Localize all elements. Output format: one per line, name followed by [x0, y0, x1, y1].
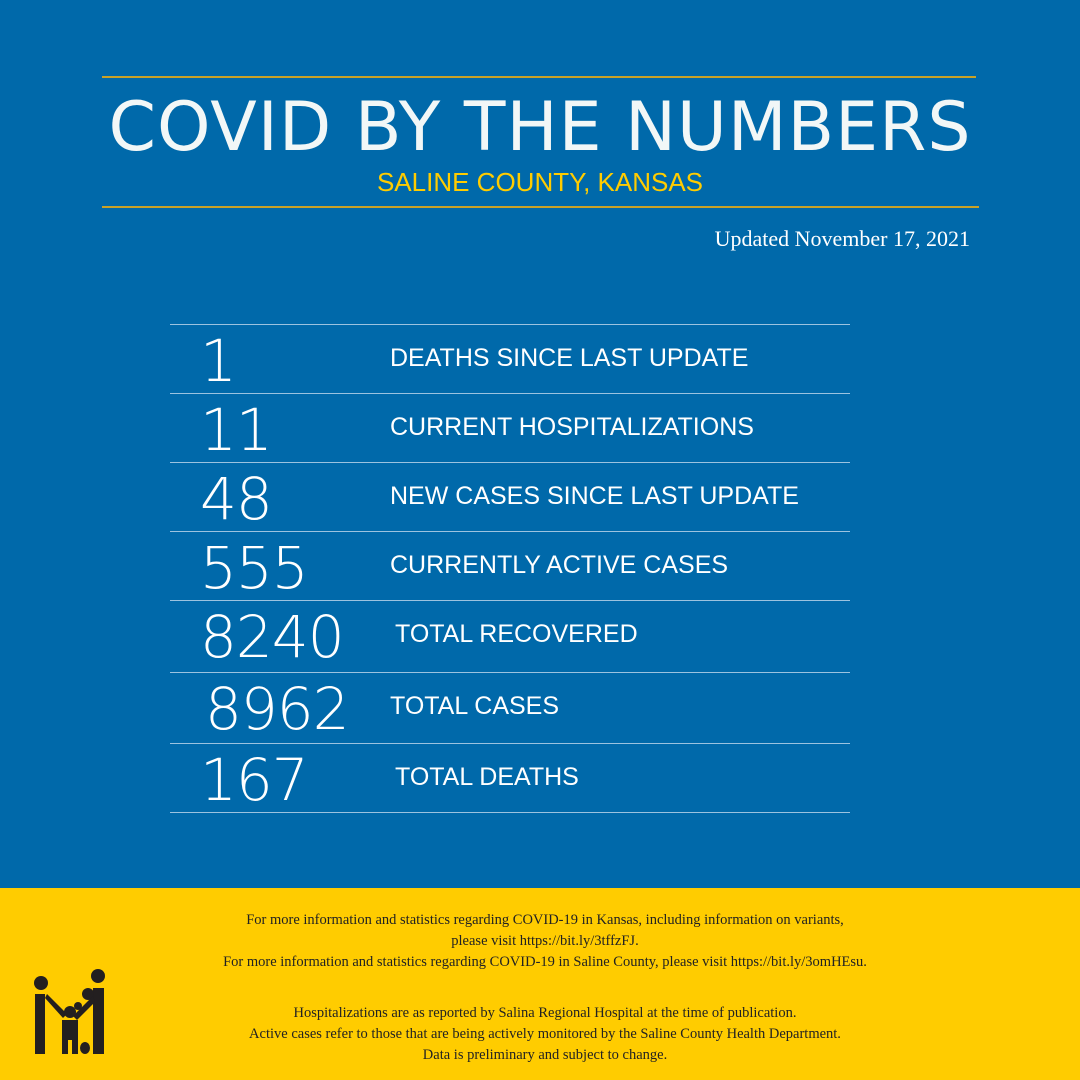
- footer: For more information and statistics rega…: [0, 888, 1080, 1080]
- subtitle: SALINE COUNTY, KANSAS: [376, 167, 704, 197]
- stat-row: 11 CURRENT HOSPITALIZATIONS: [170, 393, 850, 464]
- stat-row: 8962 TOTAL CASES: [170, 672, 850, 743]
- footer-line: Active cases refer to those that are bei…: [249, 1026, 841, 1042]
- footer-line: Data is preliminary and subject to chang…: [422, 1047, 668, 1063]
- top-rule: [102, 76, 976, 78]
- stat-row: 1 DEATHS SINCE LAST UPDATE: [170, 324, 850, 395]
- stat-label: NEW CASES SINCE LAST UPDATE: [390, 482, 799, 510]
- stat-row: 48 NEW CASES SINCE LAST UPDATE: [170, 462, 850, 533]
- stat-value: 48: [200, 465, 273, 533]
- stat-label: TOTAL RECOVERED: [395, 620, 638, 648]
- family-icon: [34, 969, 105, 1054]
- footer-line: please visit https://bit.ly/3tffzFJ.: [451, 933, 639, 949]
- page-title: COVID BY THE NUMBERS: [108, 88, 972, 167]
- stat-value: 1: [200, 327, 237, 395]
- footer-line: Hospitalizations are as reported by Sali…: [293, 1005, 797, 1021]
- stat-row: 555 CURRENTLY ACTIVE CASES: [170, 531, 850, 602]
- stat-label: CURRENTLY ACTIVE CASES: [390, 551, 729, 579]
- stat-value: 8962: [205, 675, 350, 743]
- footer-line: For more information and statistics rega…: [223, 954, 867, 970]
- footer-line: For more information and statistics rega…: [246, 912, 844, 928]
- stat-label: TOTAL CASES: [390, 692, 560, 720]
- stat-value: 555: [200, 534, 309, 602]
- stat-row: 8240 TOTAL RECOVERED: [170, 600, 850, 672]
- stat-row: 167 TOTAL DEATHS: [170, 743, 850, 814]
- stat-value: 167: [200, 746, 309, 814]
- updated-date: Updated November 17, 2021: [714, 226, 970, 251]
- bottom-rule: [102, 206, 979, 208]
- stat-label: TOTAL DEATHS: [395, 763, 579, 791]
- stat-label: DEATHS SINCE LAST UPDATE: [390, 344, 749, 372]
- stat-label: CURRENT HOSPITALIZATIONS: [390, 413, 754, 441]
- stat-value: 8240: [200, 603, 345, 671]
- stat-value: 11: [200, 396, 273, 464]
